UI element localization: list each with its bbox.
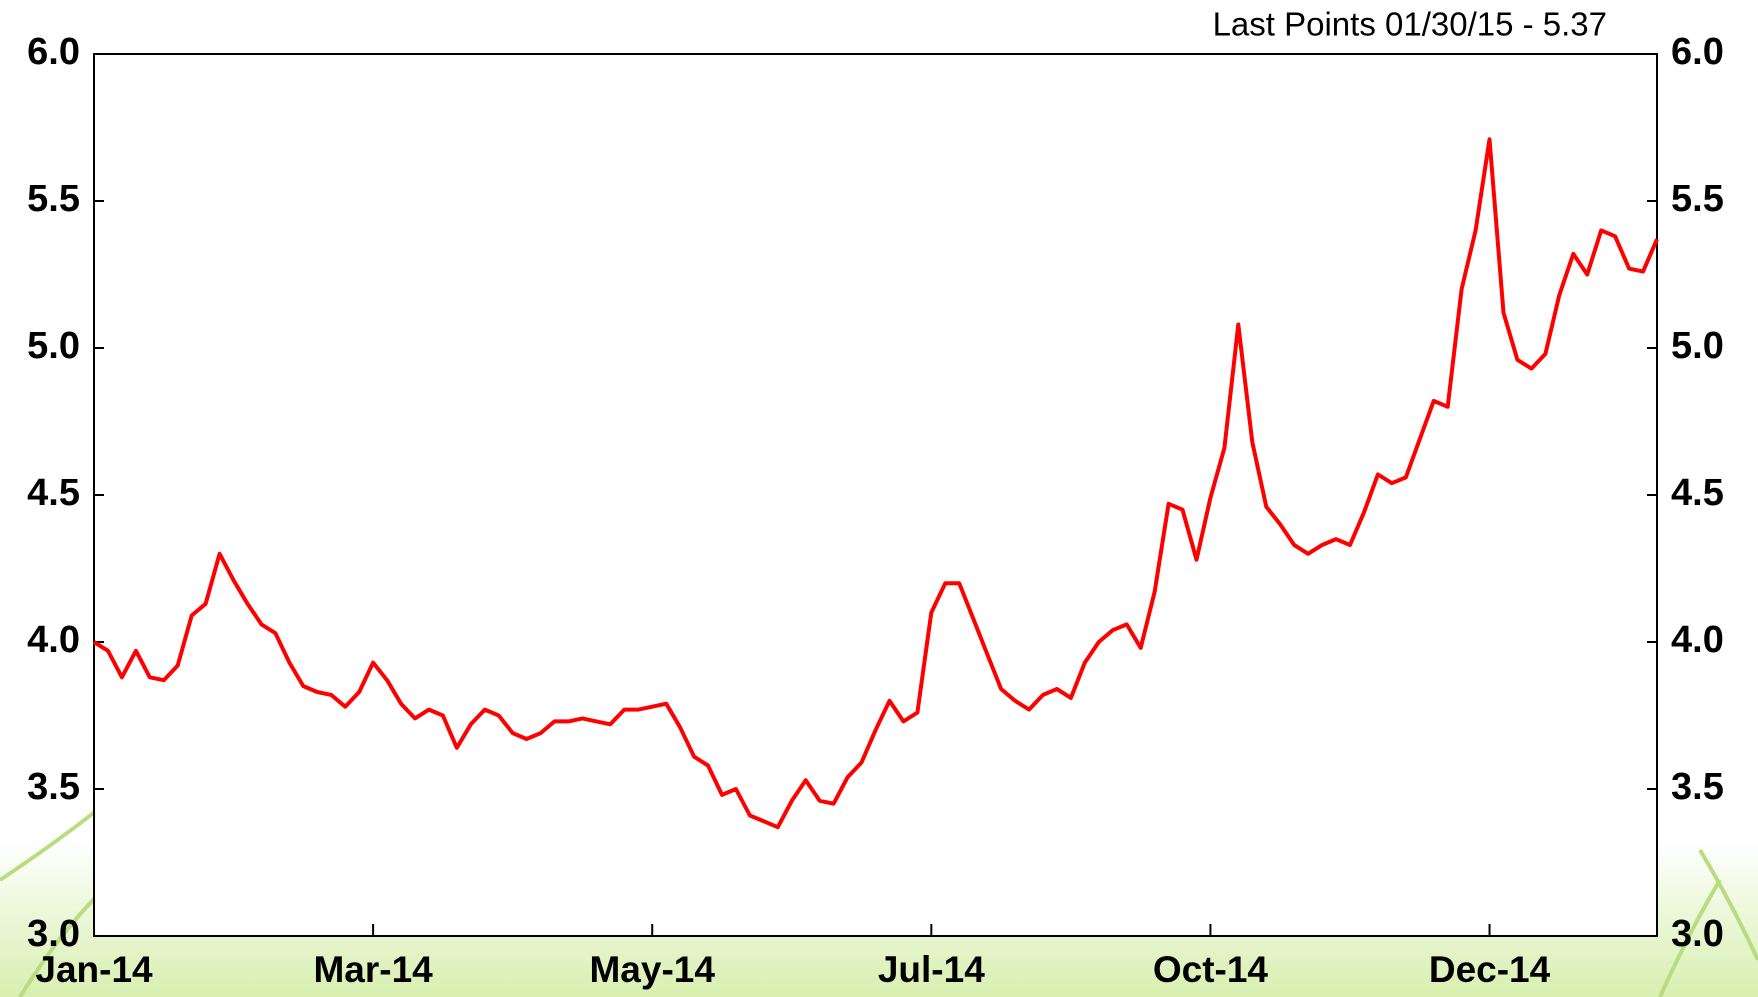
chart: Last Points 01/30/15 - 5.37 3.03.03.53.5… [0,0,1758,997]
x-tick-label: Oct-14 [1153,949,1269,990]
x-tick-label: Mar-14 [313,949,433,990]
x-tick-label: May-14 [589,949,715,990]
y2-tick-label: 5.5 [1671,178,1724,220]
y-tick-label: 5.0 [27,325,80,367]
y2-tick-label: 4.5 [1671,472,1724,514]
x-tick-label: Dec-14 [1429,949,1551,990]
y-tick-label: 6.0 [27,31,80,73]
y2-tick-label: 3.0 [1671,913,1724,955]
x-tick-label: Jan-14 [35,949,153,990]
y2-tick-label: 3.5 [1671,766,1724,808]
page: Last Points 01/30/15 - 5.37 3.03.03.53.5… [0,0,1758,997]
annotation: Last Points 01/30/15 - 5.37 [1213,6,1607,43]
y-tick-label: 4.5 [27,472,80,514]
y2-tick-label: 6.0 [1671,31,1724,73]
y-tick-label: 5.5 [27,178,80,220]
y2-tick-label: 4.0 [1671,619,1724,661]
y-tick-label: 3.5 [27,766,80,808]
y2-tick-label: 5.0 [1671,325,1724,367]
x-tick-label: Jul-14 [878,949,985,990]
plot-area [94,54,1657,936]
y-tick-label: 4.0 [27,619,80,661]
